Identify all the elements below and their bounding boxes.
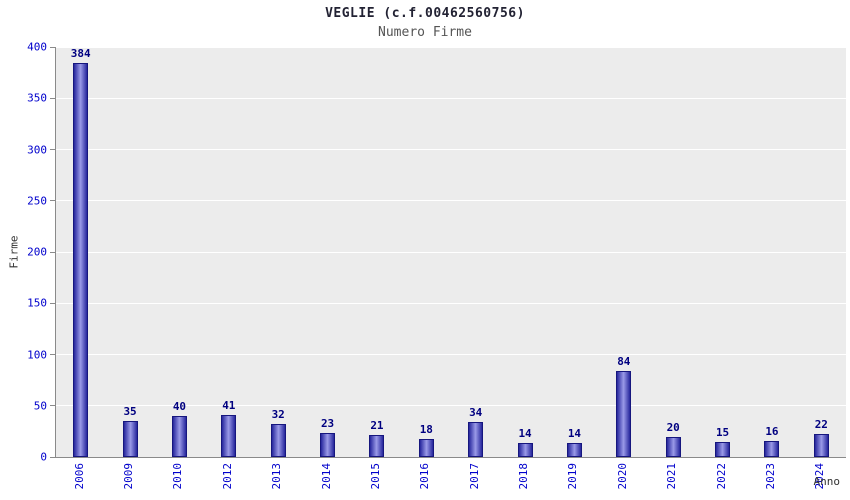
- chart-title: VEGLIE (c.f.00462560756): [325, 6, 525, 21]
- x-tick-label: 2017: [467, 463, 481, 490]
- x-tick-label: 2010: [171, 463, 185, 490]
- y-axis-tick: [50, 149, 56, 150]
- bar-value-label: 40: [172, 400, 187, 413]
- bar-value-label: 15: [715, 425, 730, 439]
- bar: [764, 440, 780, 457]
- gridline: [56, 302, 846, 304]
- bar: [418, 438, 434, 457]
- x-tick-label: 2023: [763, 463, 777, 490]
- bar: [73, 63, 89, 457]
- bar-value-label: 34: [469, 406, 483, 420]
- bar-value-label: 35: [123, 405, 137, 419]
- bar-value-label: 16: [765, 424, 779, 438]
- x-tick-label: 2013: [270, 463, 284, 490]
- bar: [566, 442, 582, 457]
- bar: [517, 442, 533, 457]
- y-tick-label: 0: [40, 450, 47, 464]
- gridline: [56, 200, 846, 202]
- bar: [171, 416, 187, 457]
- x-tick-label: 2019: [566, 463, 580, 490]
- x-tick-label: 2006: [72, 463, 86, 490]
- x-tick-label: 2021: [665, 463, 679, 490]
- bar: [468, 422, 484, 457]
- bar: [369, 435, 385, 457]
- bar-value-label: 22: [814, 418, 828, 432]
- x-tick-label: 2014: [319, 463, 333, 490]
- x-tick-label: 2018: [517, 463, 531, 490]
- y-tick-label: 150: [27, 296, 47, 310]
- bar-value-label: 32: [271, 408, 285, 422]
- bar-value-label: 14: [567, 426, 582, 440]
- y-tick-label: 400: [27, 40, 47, 54]
- bar: [813, 434, 829, 457]
- gridline: [56, 354, 846, 355]
- x-tick-label: 2016: [418, 463, 432, 490]
- bar-value-label: 18: [419, 422, 433, 436]
- bar-value-label: 23: [320, 417, 335, 431]
- chart-subtitle: Numero Firme: [378, 25, 472, 40]
- gridline: [56, 405, 846, 407]
- x-tick-label: 2020: [615, 463, 629, 490]
- bar: [320, 433, 336, 457]
- y-axis-tick: [50, 200, 56, 202]
- y-axis-label: Firme: [7, 235, 21, 269]
- x-tick-label: 2009: [122, 463, 136, 490]
- bar: [122, 421, 138, 457]
- y-axis-tick: [50, 405, 56, 407]
- y-axis-tick: [50, 251, 56, 253]
- bar: [270, 424, 286, 457]
- y-tick-label: 200: [27, 245, 47, 259]
- bar-value-label: 14: [518, 426, 532, 440]
- y-axis-tick: [50, 354, 56, 355]
- y-tick-label: 300: [27, 143, 47, 156]
- gridline: [56, 46, 846, 48]
- gridline: [56, 251, 846, 253]
- y-tick-label: 350: [27, 91, 47, 105]
- bar: [665, 436, 681, 457]
- y-tick-label: 100: [27, 348, 47, 361]
- bar: [221, 414, 237, 457]
- y-tick-label: 50: [33, 399, 47, 413]
- bar: [616, 370, 632, 457]
- plot-area: 0 50 100 150 200 250 300 350 400 384 2006 35 2009 40 2…: [27, 41, 846, 490]
- bar-value-label: 20: [666, 420, 680, 434]
- x-tick-label: 2022: [714, 463, 728, 490]
- y-axis-tick: [50, 456, 56, 458]
- gridline: [56, 97, 846, 99]
- y-axis-tick: [50, 97, 56, 99]
- x-axis-label: Anno: [813, 475, 841, 488]
- bar-value-label: 21: [370, 419, 384, 433]
- x-tick-label: 2012: [220, 463, 234, 490]
- bar-value-label: 384: [70, 47, 91, 61]
- bar: [715, 441, 731, 457]
- x-tick-label: 2015: [368, 463, 382, 490]
- gridline: [56, 149, 846, 150]
- y-axis-tick: [50, 46, 56, 48]
- bar-value-label: 84: [617, 354, 631, 368]
- bar-value-label: 41: [222, 398, 236, 412]
- y-tick-label: 250: [27, 194, 47, 208]
- y-axis-tick: [50, 302, 56, 304]
